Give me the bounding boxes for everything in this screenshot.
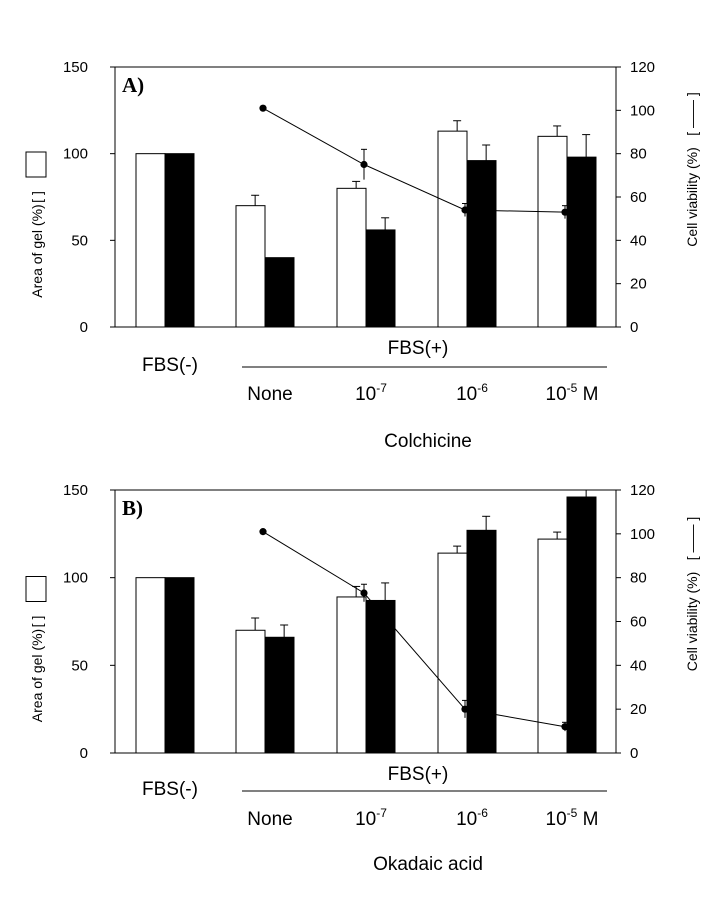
panel-b-right-tick-label: 20 [630,701,647,718]
panel-b-open-bar [336,596,367,754]
panel-a-group-label: FBS(+) [388,338,449,359]
panel-b-viability-point [461,705,469,713]
panel-b-right-tick-label: 60 [630,614,647,631]
panel-a-category-base: None [247,384,292,405]
panel-b-category-base: 10 [546,809,567,830]
panel-a-left-axis-title: Area of gel (%) [29,204,45,297]
panel-b-right-tick-label: 0 [630,745,638,762]
panel-b-right-tick-label: 80 [630,570,647,587]
panel-b-category-unit: M [577,809,598,830]
panel-a-right-legend: [ —— ] [684,92,700,136]
panel-b-open-bar [235,629,266,754]
panel-b-left-bracket: [ ] [29,616,45,628]
panel-b-left-tick-label: 50 [71,657,88,674]
panel-b-category-label: FBS(-) [142,779,198,800]
panel-b-open-bar-legend-box [25,576,47,602]
panel-a-viability-point [461,206,469,214]
panel-b-filled-bar [566,496,597,754]
panel-a-open-bar [537,135,568,328]
panel-a-category-exponent: -7 [376,381,387,395]
panel-b-viability-point [360,589,368,597]
panel-b-filled-bar [164,577,195,754]
panel-a-filled-bar [466,160,497,328]
panel-b-left-tick-label: 150 [63,482,88,499]
panel-a-right-tick-label: 40 [630,232,647,249]
panel-b-category-exponent: -6 [477,806,488,820]
panel-a-open-bar [235,205,266,328]
panel-a-left-tick-label: 0 [80,319,88,336]
panel-b-category-base: None [247,809,292,830]
panel-a-viability-point [561,208,569,216]
panel-a-label: A) [122,73,144,97]
panel-a-viability-point [360,160,368,169]
panel-b-category-label: 10-5 M [546,806,599,830]
panel-b-category-base: 10 [456,809,477,830]
panel-b-viability-point [561,723,569,731]
panel-b-filled-bar [264,636,295,754]
panel-a-left-tick-label: 150 [63,59,88,76]
panel-b-category-exponent: -7 [376,806,387,820]
panel-b-right-axis-title: Cell viability (%) [684,572,700,672]
panel-a-category-label: 10-7 [355,381,387,405]
panel-b-right-tick-label: 120 [630,482,655,499]
panel-a-filled-bar [164,153,195,328]
panel-b-category-base: 10 [355,809,376,830]
panel-a-category-label: 10-6 [456,381,488,405]
panel-a-category-label: FBS(-) [142,355,198,376]
panel-a-right-tick-label: 0 [630,319,638,336]
panel-b-right-tick-label: 40 [630,657,647,674]
panel-a-filled-bar [264,257,295,328]
panel-b-viability-line [262,531,566,728]
panel-a-viability-point [259,104,267,112]
panel-b-category-label: 10-7 [355,806,387,830]
panel-a-open-bar [135,153,166,328]
panel-b-viability-point [259,528,267,536]
panel-a-filled-bar [566,156,597,328]
panel-b-x-axis-title: Okadaic acid [373,854,483,875]
panel-b-left-tick-label: 100 [63,570,88,587]
panel-b-label: B) [122,496,143,520]
panel-a-open-bar [336,187,367,328]
panel-a-viability-line [262,107,566,213]
panel-b-group-label: FBS(+) [388,764,449,785]
panel-b-category-label: None [247,809,292,830]
panel-b-filled-bar [466,529,497,754]
panel-b-left-axis-title: Area of gel (%) [29,629,45,722]
panel-a-category-base: 10 [355,384,376,405]
panel-a-category-base: 10 [546,384,567,405]
panel-a-right-axis-title: Cell viability (%) [684,147,700,247]
panel-a-category-label: 10-5 M [546,381,599,405]
panel-a-category-unit: M [577,384,598,405]
panel-b-left-tick-label: 0 [80,745,88,762]
panel-a-left-tick-label: 50 [71,232,88,249]
panel-a-left-tick-label: 100 [63,146,88,163]
panel-a-category-exponent: -6 [477,381,488,395]
panel-a-right-tick-label: 20 [630,276,647,293]
panel-a-open-bar-legend-box [25,151,47,178]
panel-a-open-bar [437,130,468,328]
panel-b-category-exponent: -5 [567,806,578,820]
panel-a-right-tick-label: 120 [630,59,655,76]
panel-b-open-bar [437,552,468,754]
panel-a-right-tick-label: 100 [630,102,655,119]
panel-b-filled-bar [365,599,396,754]
panel-a-category-label: None [247,384,292,405]
panel-a-category-exponent: -5 [567,381,578,395]
panel-b-category-label: 10-6 [456,806,488,830]
panel-a-right-tick-label: 80 [630,146,647,163]
panel-b-right-tick-label: 100 [630,526,655,543]
panel-b-right-legend: [ —— ] [684,517,700,561]
panel-a-left-bracket: [ ] [29,191,45,203]
panel-a-filled-bar [365,229,396,328]
panel-a-category-base: 10 [456,384,477,405]
panel-a-x-axis-title: Colchicine [384,431,472,452]
panel-a-right-tick-label: 60 [630,189,647,206]
panel-b-open-bar [135,577,166,754]
panel-b-open-bar [537,538,568,754]
